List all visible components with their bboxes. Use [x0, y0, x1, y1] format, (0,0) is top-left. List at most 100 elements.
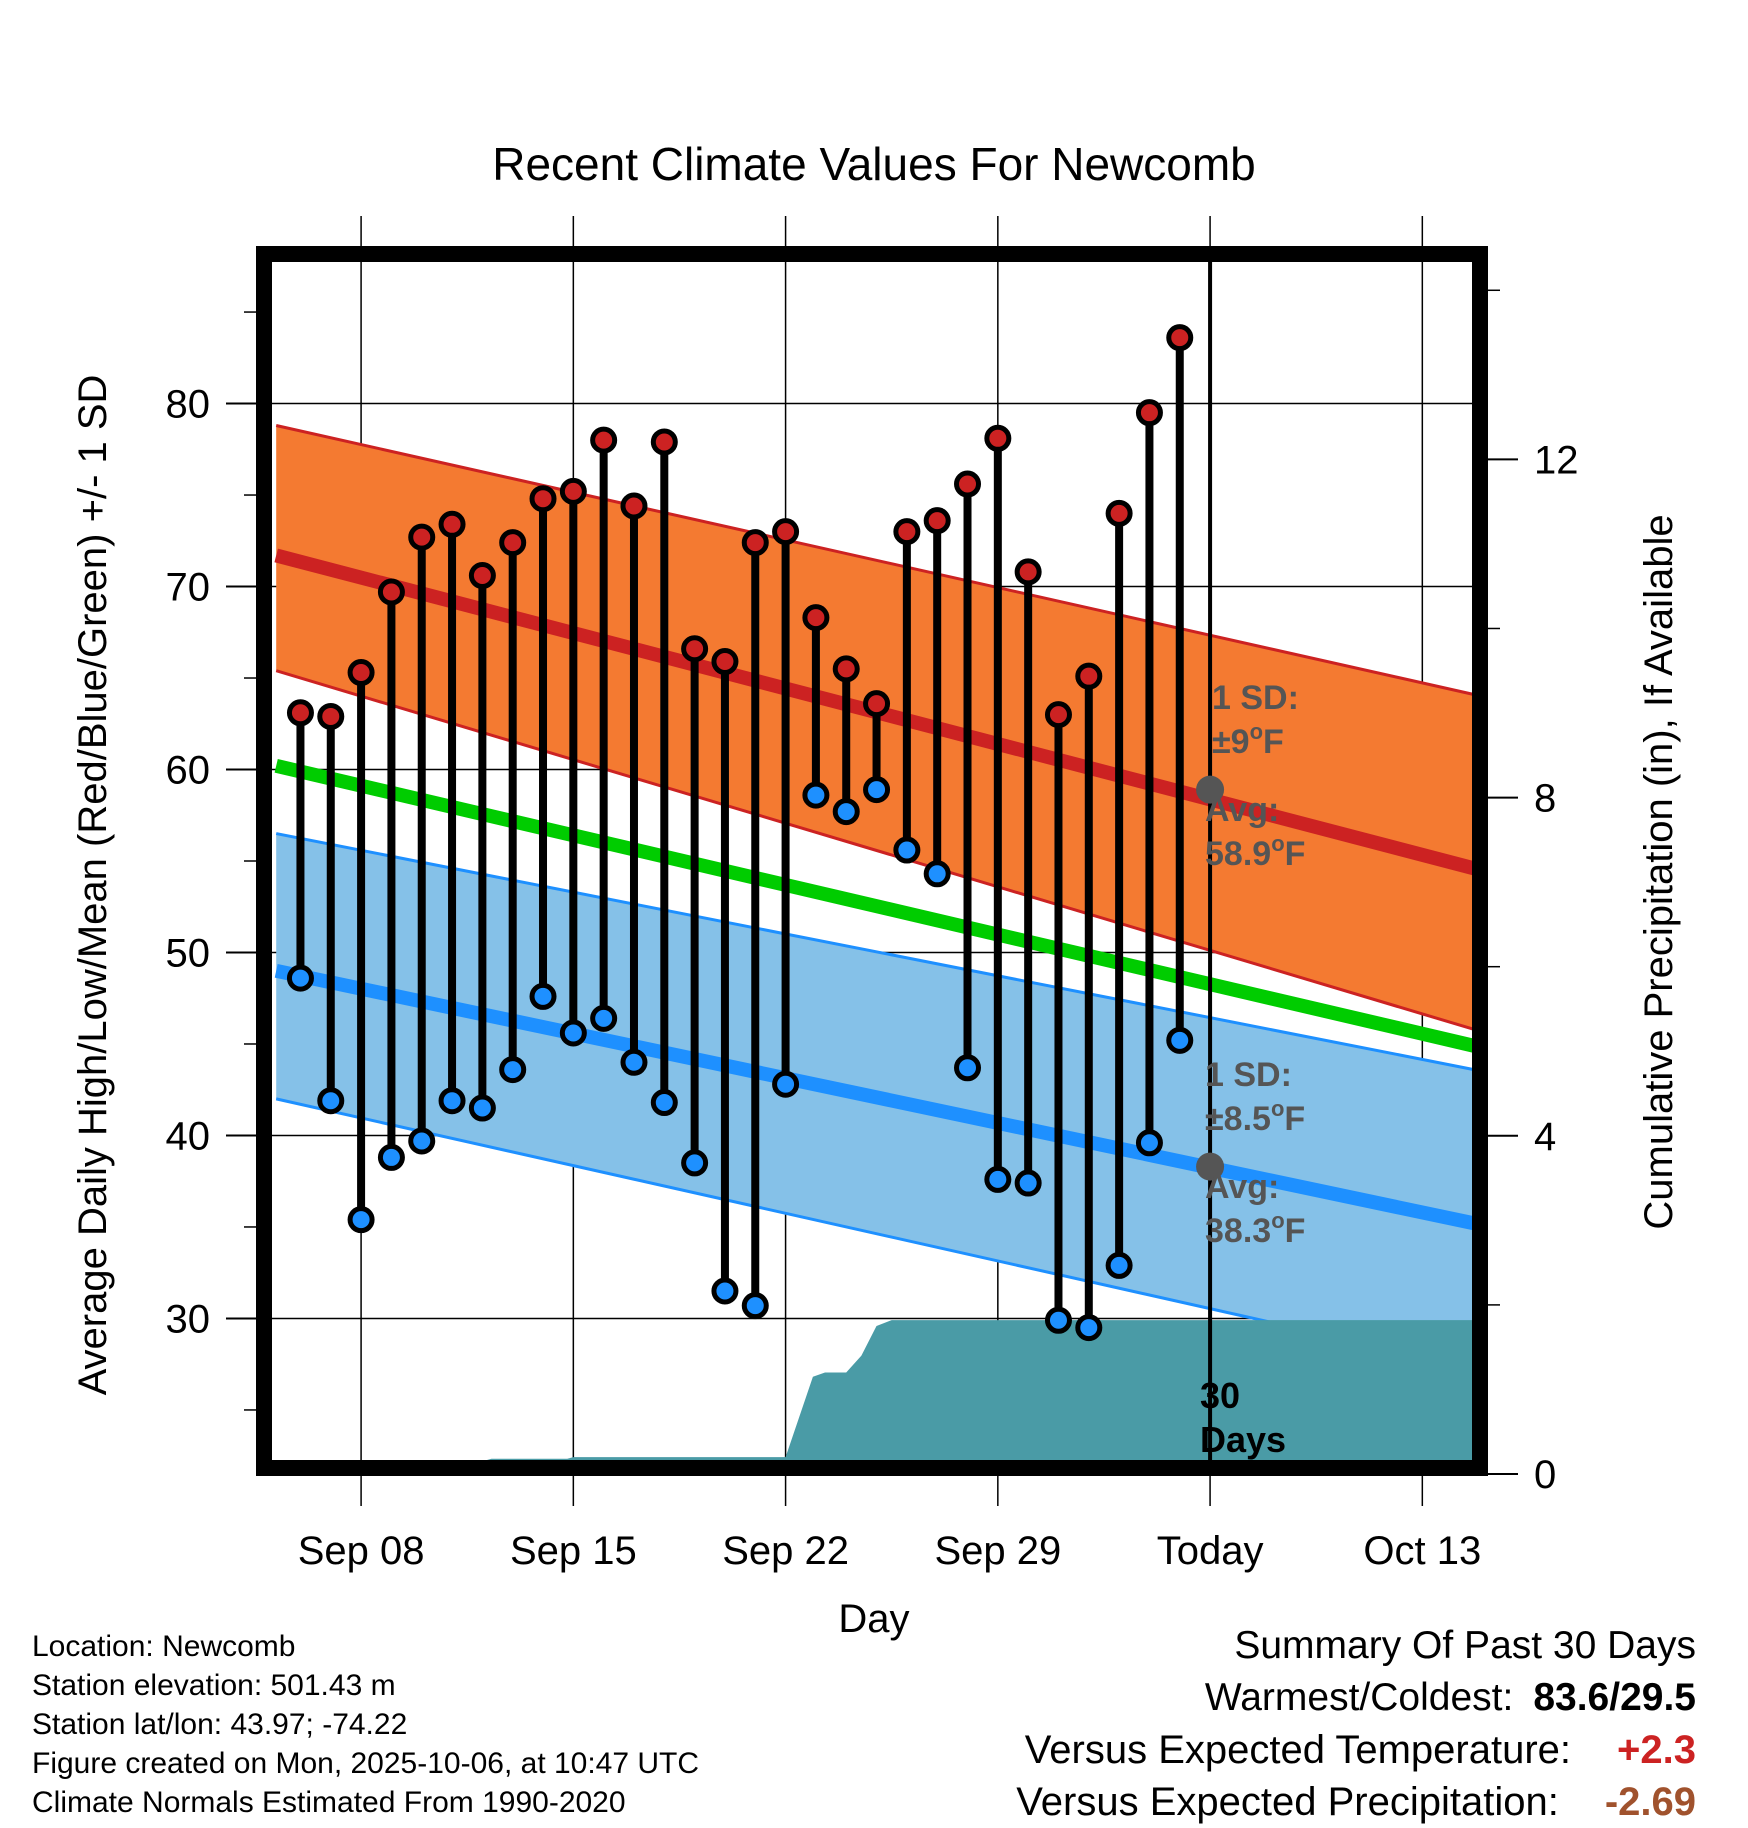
x-tick-label: Sep 29: [934, 1529, 1061, 1573]
y-tick-label: 60: [166, 749, 211, 793]
precip-label: Versus Expected Precipitation:: [1016, 1780, 1559, 1824]
daily-high-point: [1105, 499, 1133, 527]
x-tick-label: Today: [1157, 1529, 1264, 1573]
temp-label: Versus Expected Temperature:: [1024, 1728, 1572, 1772]
daily-low-point: [741, 1292, 769, 1320]
x-tick-label: Oct 13: [1363, 1529, 1481, 1573]
high-avg-label-degree: o: [1271, 831, 1284, 856]
y2-tick-label: 4: [1534, 1115, 1556, 1159]
daily-high-point: [377, 578, 405, 606]
temp-value: +2.3: [1617, 1728, 1696, 1772]
daily-high-point: [468, 562, 496, 590]
high-avg-label-line1: Avg:: [1205, 791, 1279, 829]
daily-high-point: [984, 424, 1012, 452]
y-axis-label: Average Daily High/Low/Mean (Red/Blue/Gr…: [71, 375, 115, 1396]
daily-high-point: [923, 507, 951, 535]
low-sd-label-line1: 1 SD:: [1205, 1056, 1292, 1094]
daily-low-point: [590, 1004, 618, 1032]
low-sd-label-line2: ±8.5oF: [1205, 1096, 1305, 1138]
low-sd-label-unit: F: [1284, 1100, 1305, 1138]
daily-low-point: [863, 776, 891, 804]
high-sd-label-line2: ±9oF: [1212, 719, 1284, 761]
summary-heading: Summary Of Past 30 Days: [1234, 1624, 1696, 1667]
x-tick-label: Sep 22: [722, 1529, 849, 1573]
precip-value: -2.69: [1604, 1780, 1696, 1824]
days-label-line2: Days: [1200, 1419, 1286, 1460]
high-avg-marker: [1196, 775, 1225, 804]
daily-high-point: [1044, 701, 1072, 729]
y-tick-label: 80: [166, 383, 211, 427]
plot-inner: [269, 259, 1475, 1463]
daily-high-point: [1135, 399, 1163, 427]
daily-high-point: [1014, 558, 1042, 586]
daily-high-point: [620, 492, 648, 520]
mean-normal-line: [274, 759, 1475, 1053]
daily-low-point: [1135, 1129, 1163, 1157]
summary-precip-row: Versus Expected Precipitation: -2.69: [1016, 1776, 1696, 1828]
location-text: Location: Newcomb: [32, 1630, 296, 1663]
low-normal-line: [274, 963, 1475, 1231]
daily-high-point: [590, 426, 618, 454]
daily-high-point: [741, 529, 769, 557]
daily-high-point: [559, 477, 587, 505]
summary-temp-row: Versus Expected Temperature: +2.3: [1016, 1724, 1696, 1776]
daily-low-point: [286, 964, 314, 992]
warmest-label: Warmest/Coldest:: [1204, 1676, 1514, 1719]
daily-high-point: [408, 523, 436, 551]
daily-high-point: [347, 659, 375, 687]
daily-low-point: [317, 1087, 345, 1115]
daily-low-point: [1044, 1306, 1072, 1334]
y2-axis-label: Cumulative Precipitation (in), If Availa…: [1637, 514, 1681, 1229]
daily-low-point: [1014, 1169, 1042, 1197]
y2-tick-label: 12: [1534, 438, 1579, 482]
daily-low-point: [923, 860, 951, 888]
created-text: Figure created on Mon, 2025-10-06, at 10…: [32, 1747, 700, 1780]
daily-high-point: [832, 655, 860, 683]
daily-low-point: [832, 798, 860, 826]
daily-low-point: [408, 1127, 436, 1155]
daily-high-point: [711, 648, 739, 676]
days-label-line1: 30: [1200, 1375, 1240, 1416]
high-avg-label-unit: F: [1285, 835, 1306, 873]
daily-high-point: [954, 470, 982, 498]
daily-high-point: [438, 510, 466, 538]
low-sd-label-degree: o: [1271, 1096, 1284, 1121]
high-avg-label-line2: 58.9oF: [1205, 831, 1305, 873]
plot-frame: [256, 246, 1488, 1476]
latlon-text: Station lat/lon: 43.97; -74.22: [32, 1708, 408, 1741]
x-tick-label: Sep 15: [510, 1529, 637, 1573]
daily-low-point: [1105, 1251, 1133, 1279]
daily-high-point: [529, 485, 557, 513]
daily-high-point: [499, 529, 527, 557]
daily-low-point: [893, 836, 921, 864]
y-tick-label: 40: [166, 1114, 211, 1158]
daily-low-point: [984, 1165, 1012, 1193]
daily-high-point: [802, 604, 830, 632]
daily-low-point: [772, 1070, 800, 1098]
daily-high-point: [863, 690, 891, 718]
low-avg-label-degree: o: [1271, 1208, 1284, 1233]
daily-low-point: [347, 1206, 375, 1234]
x-axis-label: Day: [838, 1597, 909, 1641]
daily-low-point: [954, 1054, 982, 1082]
y-tick-label: 70: [166, 566, 211, 610]
high-sd-label-degree: o: [1250, 719, 1263, 744]
elevation-text: Station elevation: 501.43 m: [32, 1669, 396, 1702]
daily-high-point: [1075, 662, 1103, 690]
warmest-value: 83.6/29.5: [1533, 1676, 1696, 1719]
daily-high-point: [1166, 324, 1194, 352]
daily-low-point: [559, 1019, 587, 1047]
low-avg-label-line2: 38.3oF: [1205, 1208, 1305, 1250]
daily-low-point: [529, 982, 557, 1010]
high-upper-edge: [275, 424, 1475, 696]
low-upper-edge: [275, 832, 1475, 1072]
daily-high-point: [286, 699, 314, 727]
daily-high-point: [893, 518, 921, 546]
chart-title: Recent Climate Values For Newcomb: [492, 138, 1256, 190]
low-avg-marker: [1196, 1152, 1225, 1181]
daily-low-point: [711, 1277, 739, 1305]
x-tick-label: Sep 08: [298, 1529, 425, 1573]
precip-area: [298, 1320, 1475, 1463]
